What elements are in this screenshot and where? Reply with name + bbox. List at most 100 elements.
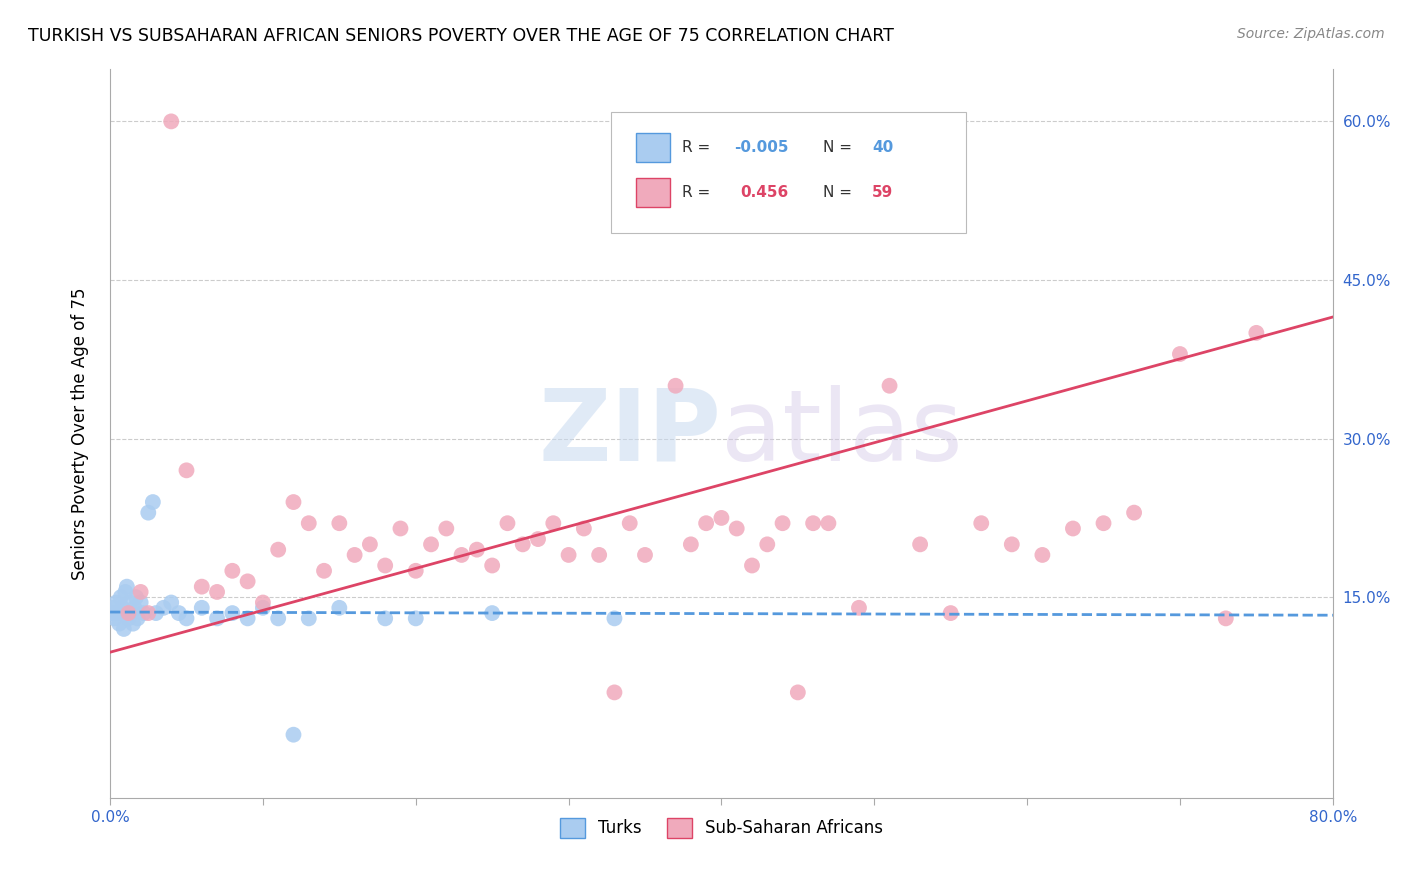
- Point: [221, 606, 243, 620]
- FancyBboxPatch shape: [636, 178, 671, 207]
- Point: [205, 585, 228, 599]
- Point: [619, 516, 641, 531]
- Point: [557, 548, 579, 562]
- Point: [110, 591, 132, 605]
- Point: [236, 611, 259, 625]
- Point: [1215, 611, 1237, 625]
- Point: [191, 580, 214, 594]
- Point: [1001, 537, 1024, 551]
- Point: [1092, 516, 1115, 531]
- Point: [142, 495, 165, 509]
- Point: [543, 516, 565, 531]
- Point: [328, 600, 350, 615]
- Point: [205, 611, 228, 625]
- Point: [465, 542, 488, 557]
- Point: [129, 585, 152, 599]
- Point: [121, 606, 143, 620]
- Point: [405, 611, 427, 625]
- Point: [786, 685, 808, 699]
- Point: [117, 611, 139, 625]
- Point: [136, 606, 159, 620]
- Text: -0.005: -0.005: [734, 140, 789, 155]
- Point: [160, 114, 183, 128]
- Point: [136, 506, 159, 520]
- Point: [756, 537, 779, 551]
- Point: [114, 585, 136, 599]
- Point: [267, 542, 290, 557]
- Point: [129, 595, 152, 609]
- Point: [191, 600, 214, 615]
- Point: [221, 564, 243, 578]
- Text: N =: N =: [823, 140, 856, 155]
- Point: [496, 516, 519, 531]
- Text: 59: 59: [872, 185, 893, 200]
- Point: [283, 728, 305, 742]
- Legend: Turks, Sub-Saharan Africans: Turks, Sub-Saharan Africans: [553, 811, 890, 845]
- Point: [160, 595, 183, 609]
- Point: [104, 611, 127, 625]
- Point: [801, 516, 824, 531]
- Point: [450, 548, 472, 562]
- Point: [118, 595, 141, 609]
- Text: N =: N =: [823, 185, 856, 200]
- Point: [389, 521, 412, 535]
- Point: [679, 537, 702, 551]
- Point: [710, 511, 733, 525]
- Point: [527, 532, 550, 546]
- Point: [145, 606, 167, 620]
- Point: [1168, 347, 1191, 361]
- Y-axis label: Seniors Poverty Over the Age of 75: Seniors Poverty Over the Age of 75: [72, 287, 89, 580]
- Point: [603, 611, 626, 625]
- Text: Source: ZipAtlas.com: Source: ZipAtlas.com: [1237, 27, 1385, 41]
- Point: [481, 606, 503, 620]
- Point: [108, 616, 131, 631]
- Point: [588, 548, 610, 562]
- Point: [125, 591, 148, 605]
- Point: [512, 537, 534, 551]
- Point: [374, 611, 396, 625]
- Point: [908, 537, 931, 551]
- Text: ZIP: ZIP: [538, 384, 721, 482]
- Point: [405, 564, 427, 578]
- Point: [298, 611, 321, 625]
- Point: [879, 378, 901, 392]
- Point: [252, 600, 274, 615]
- Point: [725, 521, 748, 535]
- Point: [939, 606, 962, 620]
- FancyBboxPatch shape: [612, 112, 966, 233]
- Point: [176, 611, 198, 625]
- FancyBboxPatch shape: [636, 133, 671, 162]
- Point: [107, 606, 129, 620]
- Point: [1246, 326, 1268, 340]
- Point: [343, 548, 366, 562]
- Text: R =: R =: [682, 140, 716, 155]
- Text: TURKISH VS SUBSAHARAN AFRICAN SENIORS POVERTY OVER THE AGE OF 75 CORRELATION CHA: TURKISH VS SUBSAHARAN AFRICAN SENIORS PO…: [28, 27, 894, 45]
- Point: [100, 606, 122, 620]
- Point: [176, 463, 198, 477]
- Point: [817, 516, 839, 531]
- Text: R =: R =: [682, 185, 720, 200]
- Point: [152, 600, 174, 615]
- Point: [283, 495, 305, 509]
- Point: [970, 516, 993, 531]
- Point: [124, 600, 146, 615]
- Point: [105, 595, 128, 609]
- Point: [115, 580, 138, 594]
- Point: [132, 606, 155, 620]
- Point: [111, 600, 134, 615]
- Text: 0.456: 0.456: [740, 185, 787, 200]
- Point: [374, 558, 396, 573]
- Point: [101, 600, 124, 615]
- Point: [695, 516, 717, 531]
- Point: [359, 537, 381, 551]
- Point: [434, 521, 457, 535]
- Point: [664, 378, 686, 392]
- Point: [328, 516, 350, 531]
- Point: [1123, 506, 1146, 520]
- Point: [122, 616, 145, 631]
- Point: [572, 521, 595, 535]
- Point: [267, 611, 290, 625]
- Text: atlas: atlas: [721, 384, 963, 482]
- Point: [112, 622, 135, 636]
- Point: [1031, 548, 1053, 562]
